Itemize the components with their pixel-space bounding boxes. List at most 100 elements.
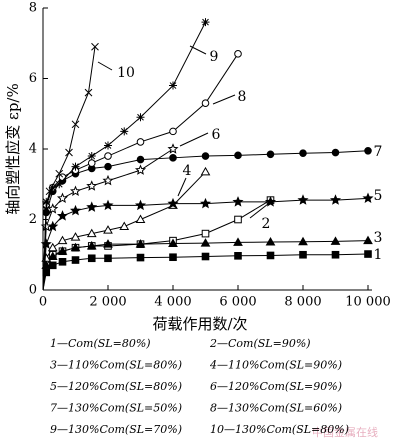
marker <box>201 99 210 107</box>
marker <box>168 238 178 247</box>
marker <box>48 261 57 270</box>
series-label: 2 <box>262 216 271 232</box>
x-tick-label: 8 000 <box>284 295 321 310</box>
marker <box>201 18 210 27</box>
series-label: 4 <box>183 163 192 179</box>
marker <box>45 187 54 196</box>
series-label: 1 <box>374 247 383 263</box>
marker <box>232 196 244 207</box>
marker <box>200 238 211 247</box>
marker <box>70 242 81 252</box>
legend-entry: 6—120%Com(SL=90%) <box>210 380 342 393</box>
y-tick-label: 6 <box>29 71 37 86</box>
series-label: 9 <box>210 49 219 65</box>
marker <box>297 194 309 205</box>
marker <box>135 214 146 223</box>
marker <box>42 197 51 206</box>
marker <box>57 235 68 245</box>
marker <box>363 235 373 245</box>
y-tick-label: 4 <box>29 142 37 157</box>
marker <box>331 250 340 259</box>
marker <box>134 164 147 175</box>
marker <box>65 148 73 157</box>
marker <box>47 251 58 261</box>
marker <box>265 237 276 246</box>
series-label: 8 <box>238 89 247 105</box>
marker <box>86 201 98 212</box>
legend-entry: 1—Com(SL=80%) <box>50 337 151 350</box>
legend-entry: 5—120%Com(SL=80%) <box>50 380 182 393</box>
marker <box>234 252 242 260</box>
marker <box>234 215 242 224</box>
y-tick-label: 2 <box>29 212 37 227</box>
marker <box>201 152 210 160</box>
marker <box>234 50 242 58</box>
marker <box>364 250 372 258</box>
marker <box>136 138 145 146</box>
marker <box>40 238 52 249</box>
y-tick-label: 8 <box>29 1 37 16</box>
marker <box>84 88 93 97</box>
marker <box>103 239 113 248</box>
marker <box>102 199 114 211</box>
series-label: 5 <box>374 188 383 204</box>
x-tick-label: 10 000 <box>345 295 391 310</box>
marker <box>56 210 69 221</box>
marker <box>104 152 112 160</box>
marker <box>102 174 114 186</box>
marker <box>201 229 210 238</box>
marker <box>331 148 340 157</box>
leader-line <box>179 132 209 147</box>
marker <box>104 141 112 150</box>
x-tick-label: 6 000 <box>219 295 256 310</box>
leader-line <box>249 203 269 219</box>
marker <box>103 225 113 234</box>
legend-entry: 8—130%Com(SL=60%) <box>210 402 342 415</box>
y-tick-label: 0 <box>29 283 37 298</box>
marker <box>86 240 97 250</box>
marker <box>266 251 275 260</box>
marker <box>136 253 145 262</box>
marker <box>71 120 80 129</box>
legend-entry: 7—130%Com(SL=50%) <box>50 402 182 415</box>
series-label: 7 <box>374 144 383 160</box>
watermark: 中国金属在线 <box>312 425 378 439</box>
marker <box>55 169 64 178</box>
marker <box>119 221 130 231</box>
marker <box>104 254 112 263</box>
marker <box>136 155 145 164</box>
marker <box>169 154 177 162</box>
leader-line <box>177 177 187 197</box>
marker <box>70 232 81 241</box>
marker <box>69 185 82 196</box>
marker <box>86 228 97 238</box>
leader-line <box>97 61 113 71</box>
marker <box>69 204 82 216</box>
marker <box>364 146 372 155</box>
legend-entry: 10—130%Com(SL=80%) <box>210 423 349 436</box>
marker <box>86 180 98 191</box>
marker <box>57 246 68 255</box>
marker <box>91 42 99 51</box>
legend-entry: 2—Com(SL=90%) <box>209 337 311 350</box>
x-tick-label: 4 000 <box>154 295 191 310</box>
marker <box>233 237 243 246</box>
leader-line <box>189 45 207 55</box>
marker <box>234 151 242 160</box>
legend-entry: 3—110%Com(SL=80%) <box>50 359 182 372</box>
marker <box>47 242 58 252</box>
marker <box>42 205 51 213</box>
marker <box>56 192 69 204</box>
marker <box>298 236 308 246</box>
series-label: 3 <box>374 230 383 246</box>
marker <box>47 203 59 214</box>
marker <box>362 192 374 204</box>
x-axis-label: 荷载作用数/次 <box>152 315 247 333</box>
x-tick-label: 2 000 <box>89 295 126 310</box>
marker <box>201 252 210 261</box>
series-label: 10 <box>117 65 135 81</box>
marker <box>199 197 212 209</box>
marker <box>58 258 67 266</box>
legend-entry: 9—130%Com(SL=70%) <box>50 423 182 436</box>
